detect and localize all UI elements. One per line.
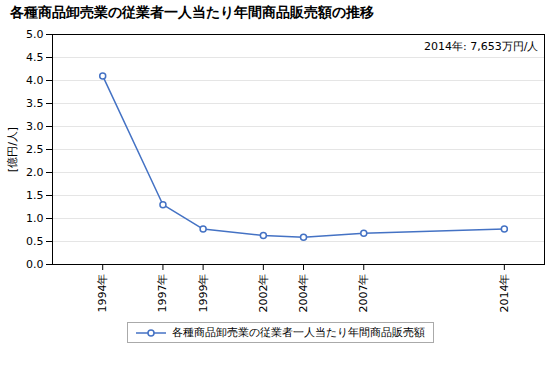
svg-text:2014年: 2014年 <box>498 274 511 313</box>
svg-text:2.5: 2.5 <box>26 143 44 156</box>
svg-text:0.5: 0.5 <box>26 235 44 248</box>
svg-text:3.0: 3.0 <box>26 120 44 133</box>
svg-text:4.0: 4.0 <box>26 74 44 87</box>
svg-text:2007年: 2007年 <box>357 274 370 313</box>
svg-text:2004年: 2004年 <box>297 274 310 313</box>
svg-text:3.5: 3.5 <box>26 97 44 110</box>
html-text:各種商品卸売業の従業者一人当たり年間商品販売額: 各種商品卸売業の従業者一人当たり年間商品販売額 <box>171 326 425 339</box>
svg-text:1.5: 1.5 <box>26 189 44 202</box>
svg-text:1994年: 1994年 <box>96 274 109 313</box>
svg-text:1999年: 1999年 <box>197 274 210 313</box>
svg-text:[億円/人]: [億円/人] <box>6 127 19 172</box>
svg-text:4.5: 4.5 <box>26 51 44 64</box>
svg-text:0.0: 0.0 <box>26 258 44 271</box>
svg-text:1997年: 1997年 <box>156 274 169 313</box>
svg-text:2014年: 7,653万円/人: 2014年: 7,653万円/人 <box>424 40 538 53</box>
svg-text:2.0: 2.0 <box>26 166 44 179</box>
svg-text:1.0: 1.0 <box>26 212 44 225</box>
svg-text:5.0: 5.0 <box>26 28 44 41</box>
html-text:各種商品卸売業の従業者一人当たり年間商品販売額の推移: 各種商品卸売業の従業者一人当たり年間商品販売額の推移 <box>10 4 374 20</box>
svg-text:2002年: 2002年 <box>257 274 270 313</box>
